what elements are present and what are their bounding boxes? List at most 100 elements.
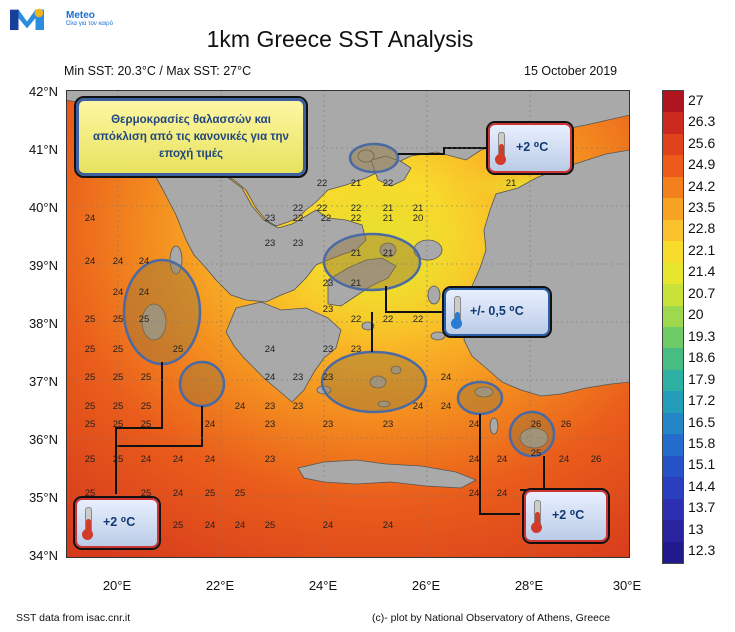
colorbar-segment — [663, 412, 683, 435]
sst-label: 22 — [351, 213, 362, 224]
colorbar-segment — [663, 262, 683, 285]
sst-label: 21 — [383, 248, 394, 259]
callout-center: +/- 0,5 ⁰C — [442, 286, 552, 338]
colorbar-segment — [663, 391, 683, 413]
sst-label: 25 — [113, 314, 124, 325]
sst-label: 25 — [531, 448, 542, 459]
highlight-rhodes — [508, 410, 556, 458]
lat-label-42: 42°N — [28, 84, 58, 99]
rhodes-island — [519, 427, 549, 449]
colorbar-segment — [663, 198, 683, 220]
sst-label: 25 — [139, 314, 150, 325]
colorbar-label: 26.3 — [688, 113, 716, 130]
meteo-logo: Meteo Όλα για τον καιρό — [10, 4, 130, 38]
colorbar-label: 17.9 — [688, 370, 716, 387]
lat-label-34: 34°N — [28, 548, 58, 563]
colorbar-label: 13 — [688, 520, 704, 537]
colorbar-segment — [663, 477, 683, 499]
map-frame — [66, 90, 630, 558]
colorbar-label: 24.2 — [688, 177, 716, 194]
colorbar-label: 20 — [688, 306, 704, 323]
lon-label-26: 26°E — [411, 578, 441, 593]
sst-label: 23 — [265, 454, 276, 465]
colorbar-segment — [663, 369, 683, 392]
sst-label: 24 — [141, 454, 152, 465]
sst-label: 25 — [85, 344, 96, 355]
sst-label: 22 — [383, 178, 394, 189]
logo-brand: Meteo — [66, 10, 95, 21]
chios-island — [427, 285, 441, 305]
sst-label: 25 — [85, 488, 96, 499]
colorbar-label: 23.5 — [688, 199, 716, 215]
sst-label: 24 — [497, 488, 508, 499]
lat-label-39: 39°N — [28, 258, 58, 273]
sst-label: 25 — [141, 372, 152, 383]
highlight-dodecanese — [456, 380, 504, 416]
sst-label: 24 — [205, 419, 216, 430]
lat-label-36: 36°N — [28, 432, 58, 447]
colorbar-label: 21.4 — [688, 263, 716, 280]
sst-label: 21 — [413, 203, 424, 214]
colorbar-label: 15.1 — [688, 456, 716, 473]
sst-label: 24 — [139, 256, 150, 267]
connector-center — [385, 286, 444, 313]
sst-label: 22 — [317, 203, 328, 214]
callout-sw-label: +2 ⁰C — [103, 515, 136, 529]
data-source: SST data from isac.cnr.it — [16, 612, 131, 624]
sst-label: 25 — [265, 520, 276, 531]
sst-label: 24 — [235, 401, 246, 412]
lat-label-41: 41°N — [28, 142, 58, 157]
meteo-logo-icon — [10, 8, 44, 31]
colorbar-label: 20.7 — [688, 284, 716, 301]
sst-label: 25 — [235, 488, 246, 499]
lat-label-37: 37°N — [28, 374, 58, 389]
sst-label: 24 — [469, 419, 480, 430]
sst-label: 23 — [323, 278, 334, 289]
colorbar-label: 27 — [688, 91, 704, 108]
sst-label: 25 — [113, 372, 124, 383]
logo-tagline: Όλα για τον καιρό — [66, 21, 113, 27]
sst-label: 24 — [173, 488, 184, 499]
sst-label: 23 — [265, 419, 276, 430]
naxos-island — [369, 375, 387, 389]
highlight-ionian — [122, 258, 202, 366]
colorbar-segment — [663, 284, 683, 306]
thermometer-icon — [531, 500, 542, 533]
colorbar-label: 18.6 — [688, 349, 716, 366]
highlight-cyclades — [320, 350, 428, 414]
sst-label: 24 — [173, 454, 184, 465]
connector-se-a — [479, 414, 520, 515]
crete — [297, 459, 477, 489]
sst-label: 21 — [351, 278, 362, 289]
colorbar-label: 22.1 — [688, 241, 716, 258]
sst-label: 22 — [293, 213, 304, 224]
map-title: 1km Greece SST Analysis — [206, 26, 474, 52]
lat-label-40: 40°N — [28, 200, 58, 215]
colorbar-label: 15.8 — [688, 435, 716, 451]
sst-label: 24 — [323, 520, 334, 531]
kos-island — [474, 386, 494, 398]
colorbar-segment — [663, 241, 683, 263]
sst-label: 25 — [85, 372, 96, 383]
sst-label: 21 — [506, 178, 517, 189]
sst-label: 25 — [113, 419, 124, 430]
sst-label: 23 — [265, 238, 276, 249]
colorbar-segment — [663, 176, 683, 199]
info-box: Θερμοκρασίες θαλασσών και απόκλιση από τ… — [74, 96, 308, 178]
lat-label-35: 35°N — [28, 490, 58, 505]
sst-label: 23 — [323, 372, 334, 383]
sst-label: 24 — [85, 256, 96, 267]
connector-ne — [398, 147, 486, 155]
highlight-peloponnese-south — [178, 360, 226, 408]
sst-label: 21 — [351, 178, 362, 189]
sst-label: 23 — [323, 419, 334, 430]
sst-label: 22 — [317, 178, 328, 189]
sst-label: 24 — [383, 520, 394, 531]
sst-label: 25 — [113, 401, 124, 412]
sst-label: 24 — [205, 454, 216, 465]
sst-label: 23 — [323, 304, 334, 315]
colorbar-label: 13.7 — [688, 499, 716, 516]
thermometer-icon — [495, 132, 506, 165]
min-max-sst: Min SST: 20.3°C / Max SST: 27°C — [64, 64, 252, 78]
sst-label: 22 — [321, 213, 332, 224]
